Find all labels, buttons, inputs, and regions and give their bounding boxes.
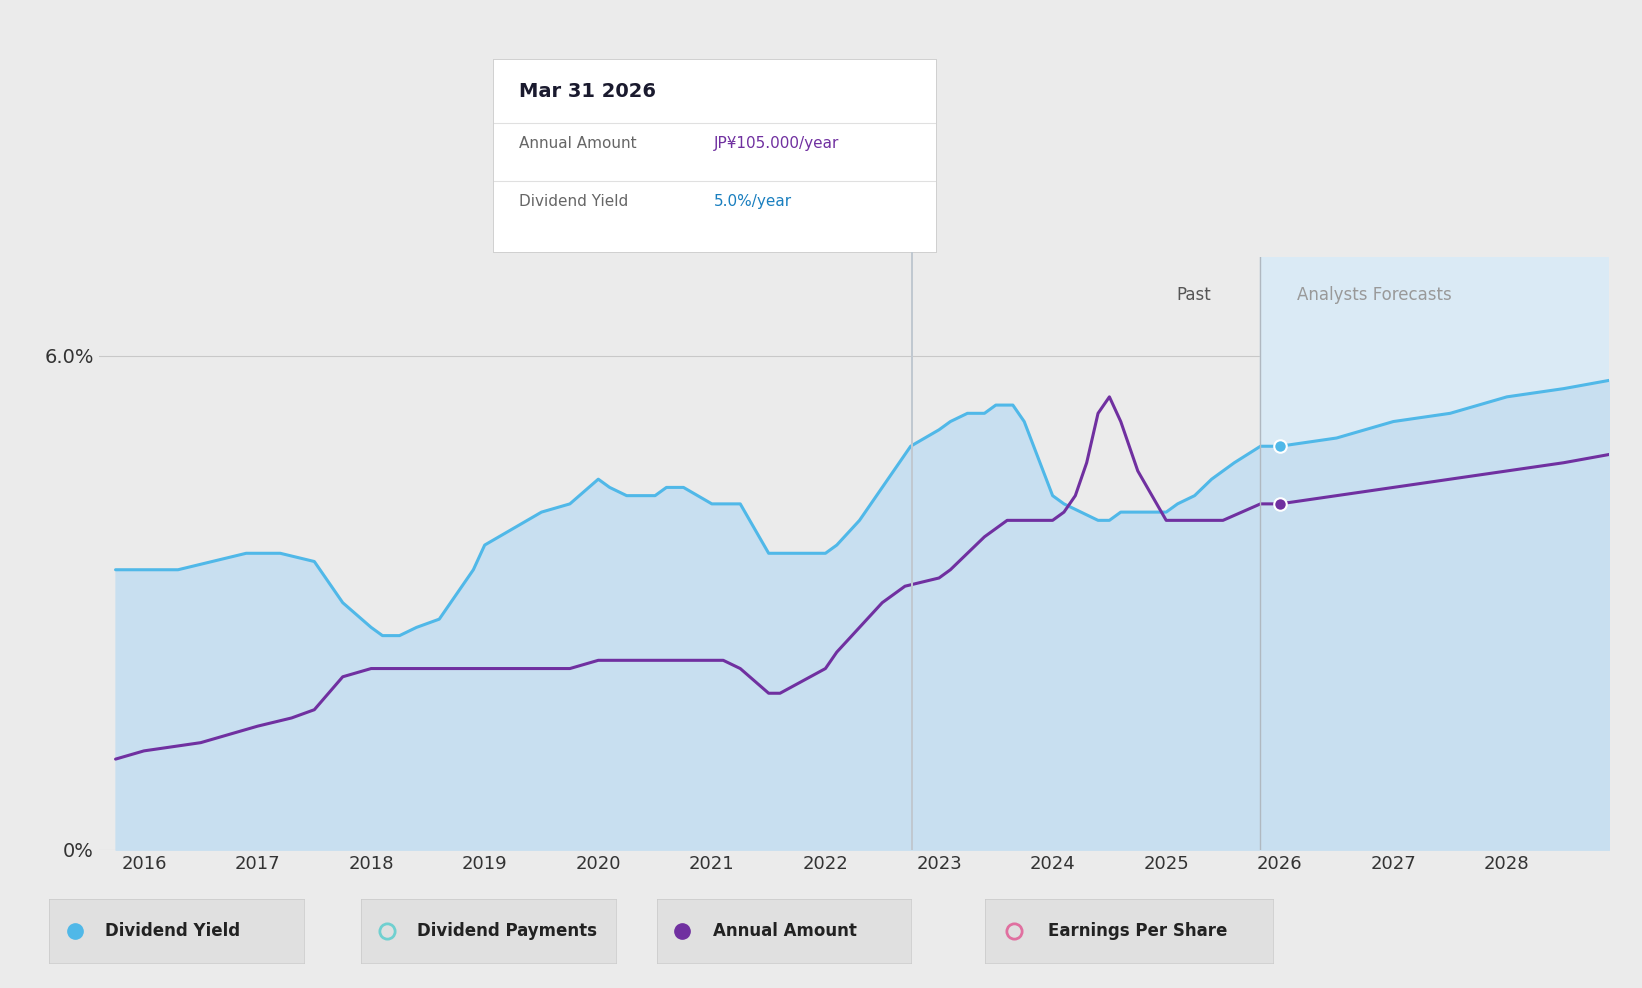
- Bar: [1261, 257, 1609, 850]
- Text: Mar 31 2026: Mar 31 2026: [519, 82, 657, 102]
- Text: Analysts Forecasts: Analysts Forecasts: [1297, 286, 1452, 303]
- Text: Earnings Per Share: Earnings Per Share: [1048, 922, 1228, 941]
- Text: Past: Past: [1177, 286, 1212, 303]
- Text: 5.0%/year: 5.0%/year: [714, 195, 793, 209]
- Text: Dividend Yield: Dividend Yield: [519, 195, 629, 209]
- Text: Dividend Yield: Dividend Yield: [105, 922, 240, 941]
- Text: JP¥105.000/year: JP¥105.000/year: [714, 136, 839, 151]
- Text: Annual Amount: Annual Amount: [713, 922, 857, 941]
- Text: Annual Amount: Annual Amount: [519, 136, 637, 151]
- Text: Dividend Payments: Dividend Payments: [417, 922, 598, 941]
